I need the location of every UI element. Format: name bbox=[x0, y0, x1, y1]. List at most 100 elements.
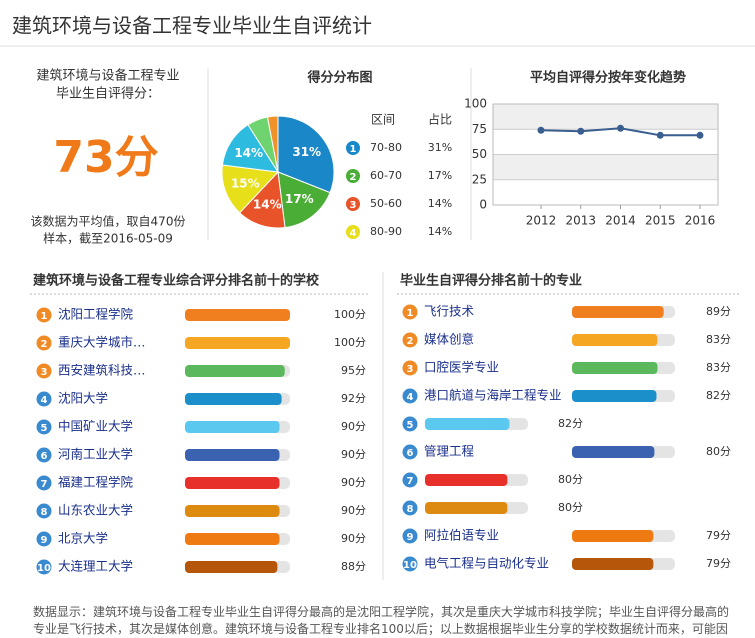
rank-number: 9 bbox=[41, 535, 48, 546]
bar bbox=[572, 390, 657, 402]
pie-slice bbox=[221, 164, 280, 214]
item-name[interactable]: 西安建筑科技… bbox=[58, 363, 146, 378]
rank-badge bbox=[36, 363, 52, 379]
rank-badge bbox=[402, 304, 418, 320]
rank-number: 3 bbox=[407, 364, 414, 375]
legend-rank: 4 bbox=[350, 228, 357, 239]
slice-label: 14% bbox=[234, 146, 263, 160]
value-label: 90分 bbox=[341, 504, 366, 517]
y-tick-label: 25 bbox=[472, 172, 487, 186]
bar bbox=[572, 558, 654, 570]
rank-badge bbox=[36, 335, 52, 351]
item-name[interactable]: 港口航道与海岸工程专业 bbox=[424, 388, 562, 403]
item-name[interactable]: 电气工程与自动化专业 bbox=[424, 556, 549, 571]
value-label: 92分 bbox=[341, 392, 366, 405]
legend-header: 占比 bbox=[428, 112, 452, 127]
bar bbox=[185, 561, 278, 573]
rank-badge bbox=[36, 559, 52, 575]
item-name[interactable]: 媒体创意 bbox=[424, 332, 474, 347]
x-tick-label: 2013 bbox=[565, 214, 596, 228]
bar bbox=[572, 362, 658, 374]
score-label: 毕业生自评得分： bbox=[56, 86, 160, 102]
item-name[interactable]: 沈阳大学 bbox=[58, 391, 108, 406]
item-name[interactable]: 山东农业大学 bbox=[58, 503, 133, 518]
rank-badge bbox=[402, 388, 418, 404]
rank-number: 6 bbox=[407, 448, 414, 459]
x-tick-label: 2014 bbox=[605, 214, 636, 228]
legend-swatch bbox=[346, 197, 360, 211]
rank-number: 2 bbox=[407, 336, 414, 347]
trend-point bbox=[577, 127, 585, 135]
legend-range: 60-70 bbox=[370, 169, 402, 182]
item-name[interactable]: 阿拉伯语专业 bbox=[424, 528, 499, 543]
rank-number: 10 bbox=[403, 560, 417, 571]
value-label: 82分 bbox=[706, 389, 731, 402]
rank-number: 7 bbox=[407, 476, 414, 487]
item-name[interactable]: 沈阳工程学院 bbox=[58, 307, 134, 322]
rank-number: 2 bbox=[41, 339, 48, 350]
legend-rank: 3 bbox=[350, 200, 357, 211]
value-label: 90分 bbox=[341, 532, 366, 545]
x-tick-label: 2015 bbox=[645, 214, 676, 228]
item-name[interactable]: 重庆大学城市… bbox=[58, 335, 146, 350]
rank-badge bbox=[36, 503, 52, 519]
bar bbox=[185, 421, 280, 433]
rank-badge bbox=[402, 444, 418, 460]
bar bbox=[425, 502, 508, 514]
legend-range: 70-80 bbox=[370, 141, 402, 154]
item-name[interactable]: 管理工程 bbox=[424, 444, 475, 459]
value-label: 90分 bbox=[341, 420, 366, 433]
footer-note: 数据显示：建筑环境与设备工程专业毕业生自评得分最高的是沈阳工程学院，其次是重庆大… bbox=[33, 605, 730, 636]
rank-badge bbox=[402, 500, 418, 516]
rank-badge bbox=[402, 472, 418, 488]
pie-slice bbox=[277, 171, 331, 229]
legend-rank: 2 bbox=[350, 172, 357, 183]
chart-title: 平均自评得分按年变化趋势 bbox=[530, 70, 686, 86]
rank-number: 4 bbox=[41, 395, 48, 406]
bar bbox=[185, 477, 280, 489]
bar bbox=[185, 309, 290, 321]
legend-swatch bbox=[346, 141, 360, 155]
legend-range: 80-90 bbox=[370, 225, 402, 238]
bar bbox=[572, 530, 654, 542]
bar bbox=[185, 337, 290, 349]
bar bbox=[572, 306, 664, 318]
legend-swatch bbox=[346, 169, 360, 183]
pie-slice bbox=[277, 115, 335, 194]
rank-number: 4 bbox=[407, 392, 414, 403]
item-name[interactable]: 福建工程学院 bbox=[58, 475, 134, 490]
value-label: 89分 bbox=[706, 305, 731, 318]
legend-swatch bbox=[346, 225, 360, 239]
slice-label: 17% bbox=[285, 192, 314, 206]
bar bbox=[185, 393, 282, 405]
value-label: 80分 bbox=[706, 445, 731, 458]
chart-title: 得分分布图 bbox=[306, 70, 372, 86]
rank-number: 8 bbox=[407, 504, 414, 515]
grid-band bbox=[493, 104, 718, 130]
item-name[interactable]: 口腔医学专业 bbox=[424, 360, 499, 375]
rank-number: 9 bbox=[407, 532, 414, 543]
y-tick-label: 75 bbox=[472, 122, 487, 136]
rank-number: 3 bbox=[41, 367, 48, 378]
value-label: 83分 bbox=[706, 361, 731, 374]
y-tick-label: 100 bbox=[464, 97, 487, 111]
value-label: 90分 bbox=[341, 476, 366, 489]
rank-badge bbox=[36, 475, 52, 491]
legend-header: 区间 bbox=[371, 113, 395, 127]
item-name[interactable]: 河南工业大学 bbox=[58, 447, 133, 462]
value-label: 100分 bbox=[334, 308, 366, 321]
legend-share: 14% bbox=[428, 197, 452, 210]
rank-badge bbox=[402, 556, 418, 572]
bar bbox=[572, 334, 658, 346]
rank-badge bbox=[402, 416, 418, 432]
rank-number: 10 bbox=[37, 563, 51, 574]
slice-label: 15% bbox=[231, 176, 260, 190]
item-name[interactable]: 大连理工大学 bbox=[58, 559, 133, 574]
item-name[interactable]: 中国矿业大学 bbox=[58, 419, 133, 434]
rank-badge bbox=[36, 447, 52, 463]
legend-share: 14% bbox=[428, 225, 452, 238]
item-name[interactable]: 北京大学 bbox=[58, 531, 108, 546]
item-name[interactable]: 飞行技术 bbox=[424, 304, 475, 319]
slice-label: 14% bbox=[253, 198, 282, 212]
